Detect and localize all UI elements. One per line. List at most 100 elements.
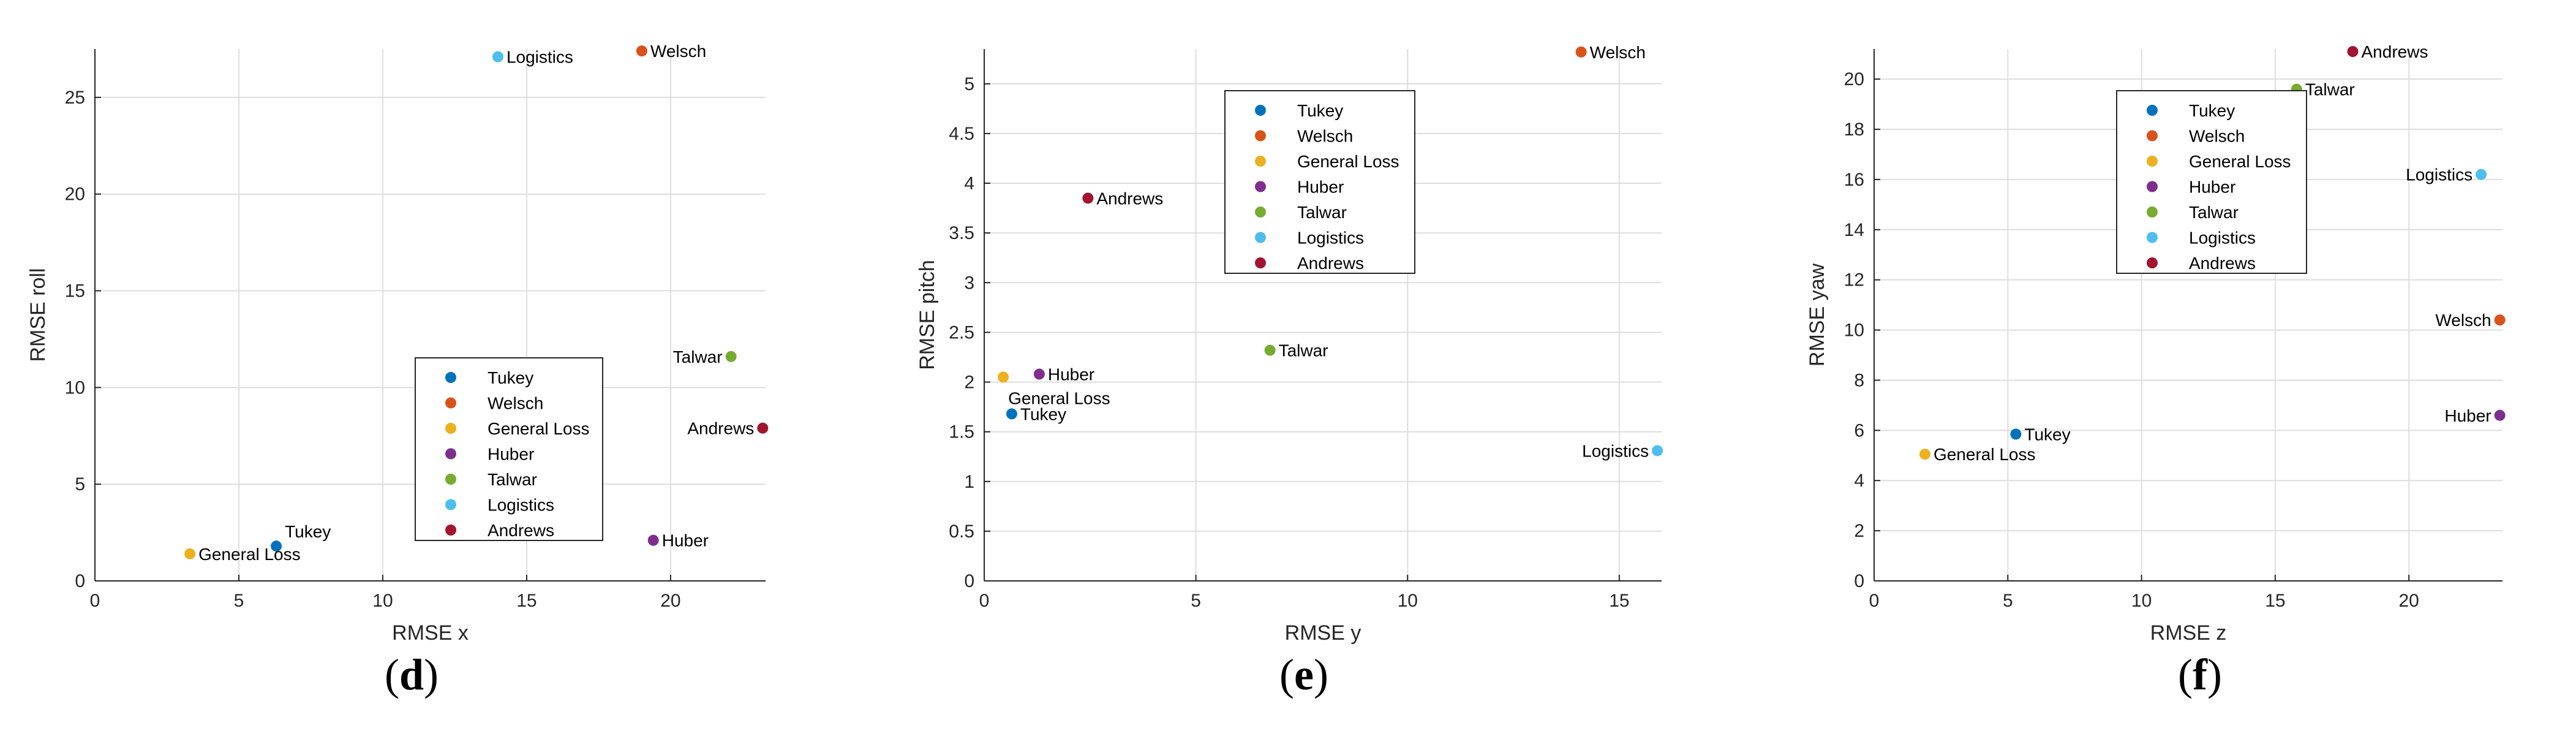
legend-entry: Tukey [488, 368, 533, 387]
legend-marker [2147, 181, 2158, 192]
x-tick-label: 0 [90, 591, 100, 611]
data-point-welsch [1575, 46, 1587, 58]
legend-entry: Andrews [2189, 254, 2256, 273]
legend-marker [2147, 257, 2158, 268]
panel-caption: (e) [1279, 650, 1328, 699]
legend-entry: Andrews [488, 521, 554, 540]
y-tick-label: 10 [1844, 320, 1864, 341]
legend-marker [1255, 181, 1266, 192]
x-tick-label: 15 [2265, 591, 2285, 611]
legend-marker [1255, 130, 1266, 142]
legend-marker [2147, 207, 2158, 218]
y-tick-label: 0 [964, 571, 974, 591]
data-label: Huber [662, 531, 709, 550]
y-axis-title: RMSE pitch [916, 260, 939, 370]
y-tick-label: 4.5 [949, 124, 974, 144]
data-point-logistics [492, 51, 503, 63]
legend-entry: Tukey [1297, 101, 1343, 120]
data-point-general-loss [1919, 449, 1930, 460]
x-tick-label: 20 [2399, 591, 2419, 611]
data-label: Huber [2444, 406, 2491, 425]
data-point-welsch [636, 45, 647, 57]
y-tick-label: 16 [1844, 170, 1864, 190]
legend-entry: General Loss [488, 419, 590, 438]
x-axis-title: RMSE y [1285, 621, 1361, 645]
y-tick-label: 2 [964, 373, 974, 393]
y-tick-label: 8 [1854, 370, 1864, 390]
data-label: Talwar [673, 347, 723, 366]
y-axis-title: RMSE roll [26, 268, 50, 362]
legend-marker [2147, 105, 2158, 116]
y-tick-label: 3.5 [949, 223, 974, 243]
y-tick-label: 15 [65, 281, 85, 301]
legend-marker [445, 372, 456, 383]
panel-caption: (d) [385, 650, 439, 699]
data-label: Welsch [650, 42, 706, 61]
x-tick-label: 5 [2003, 591, 2013, 611]
data-label: Andrews [1096, 189, 1163, 208]
x-tick-label: 5 [1191, 591, 1201, 611]
data-point-andrews [1082, 192, 1094, 204]
y-tick-label: 0.5 [949, 521, 974, 542]
legend-marker [445, 423, 456, 434]
y-tick-label: 2 [1854, 521, 1864, 541]
data-label: Welsch [2435, 311, 2491, 330]
x-tick-label: 15 [1609, 591, 1629, 611]
data-label: Logistics [2406, 165, 2472, 184]
legend-entry: General Loss [1297, 152, 1399, 171]
x-tick-label: 10 [2131, 591, 2152, 611]
legend-entry: Logistics [488, 496, 554, 515]
legend-marker [1255, 257, 1266, 268]
x-tick-label: 5 [234, 591, 244, 611]
legend-entry: Huber [488, 445, 534, 464]
legend-marker [2147, 232, 2158, 243]
data-point-huber [1033, 368, 1045, 380]
legend-marker [1255, 105, 1266, 116]
legend-entry: Talwar [2189, 203, 2239, 222]
data-label: Talwar [1279, 341, 1328, 360]
chart-panel-d: 0 5 10 15 20 0 5 10 15 20 25 RMSE x RMSE roll Tukey We… [26, 42, 769, 699]
x-tick-label: 0 [1869, 591, 1880, 611]
legend-box [2116, 90, 2307, 274]
chart-panel-f: 0 5 10 15 20 0 2 4 6 8 10 12 14 16 18 20 RMSE z RMSE yaw T… [1806, 42, 2506, 699]
data-label: General Loss [198, 545, 301, 564]
data-label: Talwar [2305, 80, 2355, 99]
y-tick-label: 2.5 [949, 322, 974, 343]
legend-entry: Huber [1297, 178, 1344, 197]
y-axis-title: RMSE yaw [1806, 263, 1829, 366]
data-label: Andrews [687, 419, 754, 438]
y-tick-label: 14 [1844, 220, 1864, 240]
y-tick-label: 0 [75, 571, 85, 591]
y-tick-label: 12 [1844, 270, 1864, 290]
legend-entry: Tukey [2189, 101, 2235, 120]
legend-entry: Logistics [2189, 229, 2256, 248]
legend-marker [445, 397, 456, 409]
x-axis-title: RMSE x [392, 621, 469, 645]
data-point-logistics [2476, 169, 2487, 180]
data-label: General Loss [1008, 388, 1110, 407]
chart-panel-e: 0 5 10 15 0 0.5 1 1.5 2 2.5 3 3.5 4 4.5 5 RMSE y RMSE pi… [916, 43, 1663, 699]
data-point-andrews [757, 422, 769, 434]
data-point-logistics [1652, 445, 1663, 457]
data-label: Logistics [1582, 441, 1649, 460]
legend-box [1224, 90, 1415, 274]
data-point-huber [2494, 409, 2506, 421]
data-label: Welsch [1590, 43, 1646, 62]
data-label: Tukey [2024, 425, 2070, 444]
legend-entry: Huber [2189, 178, 2235, 197]
legend-marker [2147, 156, 2158, 167]
panel-caption: (f) [2178, 650, 2222, 699]
legend-entry: Logistics [1297, 229, 1364, 248]
legend-entry: Andrews [1297, 254, 1364, 273]
y-tick-label: 4 [1854, 471, 1864, 491]
data-point-welsch [2494, 314, 2506, 326]
data-point-huber [647, 534, 659, 546]
legend-entry: Welsch [1297, 127, 1353, 146]
data-label: Huber [1048, 365, 1094, 384]
legend-entry: Talwar [1297, 203, 1347, 222]
legend: Tukey Welsch General Loss Huber Talwar Logist… [2116, 90, 2307, 274]
data-label: Logistics [507, 48, 573, 67]
x-tick-label: 10 [372, 591, 393, 611]
y-tick-label: 0 [1854, 571, 1864, 591]
